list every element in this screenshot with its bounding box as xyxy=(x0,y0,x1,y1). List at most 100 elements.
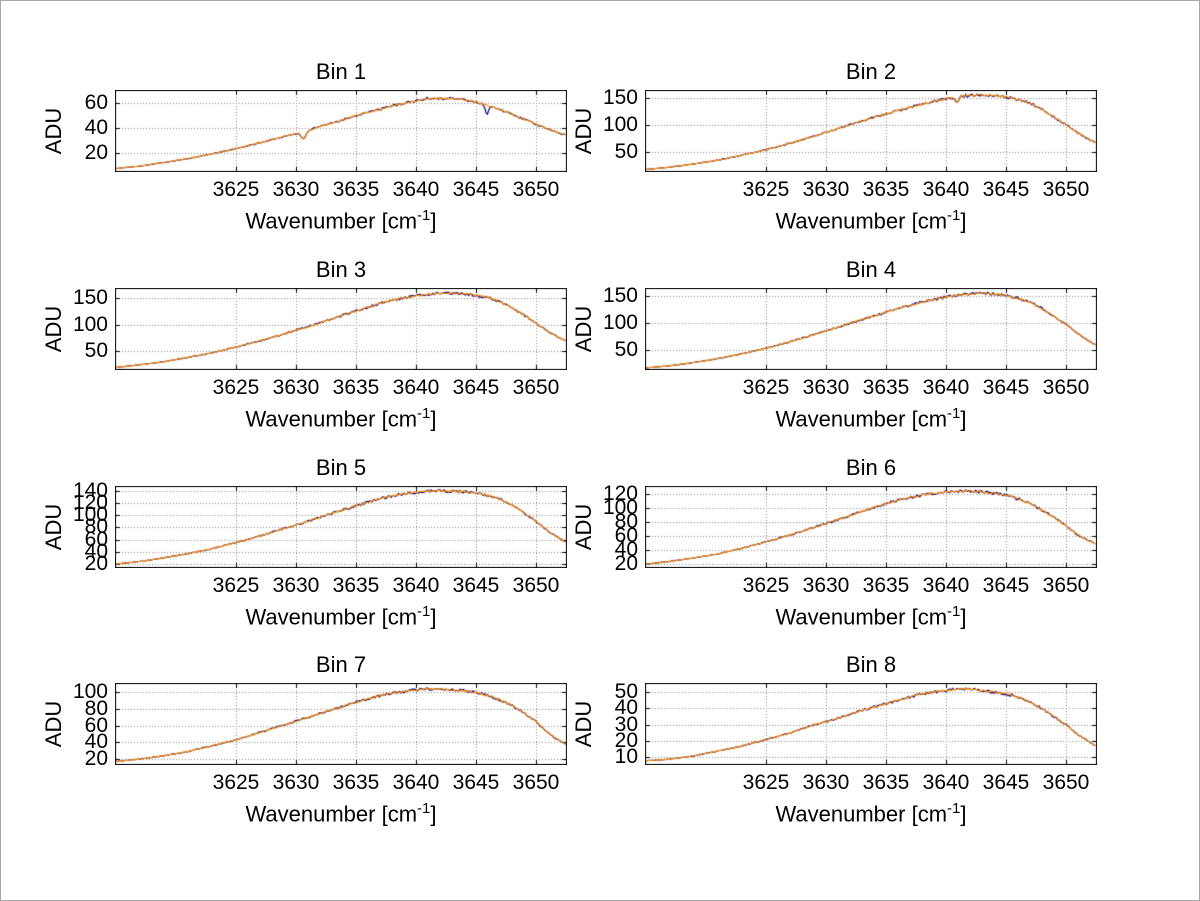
x-axis-label: Wavenumber [cm-1] xyxy=(116,599,566,630)
plot-canvas xyxy=(645,90,1097,172)
y-tick-label: 60 xyxy=(84,713,108,737)
x-tick-label: 3630 xyxy=(272,376,320,399)
x-tick-label: 3635 xyxy=(862,376,910,399)
x-axis-label-text: Wavenumber [cm xyxy=(245,208,418,234)
y-tick-label: 60 xyxy=(84,91,108,115)
plot-canvas xyxy=(645,486,1097,568)
plot-canvas xyxy=(115,486,567,568)
x-axis-label-suffix: ] xyxy=(960,604,967,630)
y-tick-label: 150 xyxy=(602,283,638,307)
x-tick-label: 3640 xyxy=(922,376,970,399)
y-tick-label: 140 xyxy=(72,478,108,502)
x-tick-label: 3640 xyxy=(392,574,440,597)
x-tick-label: 3630 xyxy=(802,178,850,201)
x-tick-label: 3640 xyxy=(392,771,440,794)
x-tick-label: 3650 xyxy=(1042,574,1090,597)
y-tick-label: 80 xyxy=(84,697,108,720)
y-tick-label: 20 xyxy=(614,729,638,753)
x-axis-label-superscript: -1 xyxy=(947,405,961,422)
x-axis-label-text: Wavenumber [cm xyxy=(245,801,418,827)
x-axis-label-superscript: -1 xyxy=(947,207,961,224)
y-tick-label: 40 xyxy=(84,115,108,139)
x-axis-label-superscript: -1 xyxy=(947,603,961,620)
x-tick-label: 3645 xyxy=(982,376,1030,399)
plot-canvas xyxy=(645,288,1097,370)
x-tick-label: 3650 xyxy=(512,574,560,597)
x-axis-label-text: Wavenumber [cm xyxy=(775,208,948,234)
x-tick-label: 3630 xyxy=(272,771,320,794)
y-tick-label: 40 xyxy=(614,537,638,561)
x-axis-label-text: Wavenumber [cm xyxy=(775,406,948,432)
x-tick-label: 3645 xyxy=(452,771,500,794)
x-tick-label: 3635 xyxy=(332,574,380,597)
x-axis-label-superscript: -1 xyxy=(417,405,431,422)
x-tick-label: 3640 xyxy=(922,574,970,597)
x-tick-label: 3630 xyxy=(802,771,850,794)
y-tick-label: 60 xyxy=(614,523,638,547)
plot-title: Bin 1 xyxy=(315,59,367,84)
x-axis-label-suffix: ] xyxy=(960,406,967,432)
x-axis-label-text: Wavenumber [cm xyxy=(775,604,948,630)
x-axis-label: Wavenumber [cm-1] xyxy=(646,203,1096,234)
x-tick-label: 3645 xyxy=(982,771,1030,794)
plot-title: Bin 7 xyxy=(315,652,367,677)
y-tick-label: 40 xyxy=(84,730,108,754)
x-tick-label: 3635 xyxy=(332,376,380,399)
x-tick-label: 3650 xyxy=(512,376,560,399)
y-tick-label: 10 xyxy=(614,745,638,769)
x-axis-label-text: Wavenumber [cm xyxy=(245,406,418,432)
x-tick-label: 3635 xyxy=(862,574,910,597)
x-tick-label: 3640 xyxy=(922,771,970,794)
x-axis-label-suffix: ] xyxy=(430,208,437,234)
y-tick-label: 100 xyxy=(602,112,638,136)
x-tick-label: 3640 xyxy=(392,178,440,201)
x-axis-label-suffix: ] xyxy=(960,801,967,827)
x-axis-label-suffix: ] xyxy=(430,406,437,432)
y-tick-label: 150 xyxy=(72,286,108,310)
y-tick-label: 80 xyxy=(614,509,638,533)
x-tick-label: 3635 xyxy=(332,178,380,201)
x-tick-label: 3645 xyxy=(982,574,1030,597)
y-tick-label: 30 xyxy=(614,712,638,736)
x-tick-label: 3625 xyxy=(742,376,790,399)
x-tick-label: 3645 xyxy=(982,178,1030,201)
x-axis-label-text: Wavenumber [cm xyxy=(245,604,418,630)
plot-title: Bin 2 xyxy=(845,59,897,84)
x-tick-label: 3640 xyxy=(922,178,970,201)
y-tick-label: 20 xyxy=(84,551,108,575)
y-tick-label: 120 xyxy=(602,481,638,505)
plot-title: Bin 5 xyxy=(315,455,367,480)
y-tick-label: 50 xyxy=(614,680,638,704)
x-tick-label: 3650 xyxy=(1042,771,1090,794)
y-tick-label: 120 xyxy=(72,490,108,514)
x-tick-label: 3650 xyxy=(512,771,560,794)
y-tick-label: 20 xyxy=(84,747,108,770)
x-axis-label-superscript: -1 xyxy=(417,207,431,224)
x-axis-label-superscript: -1 xyxy=(947,800,961,817)
x-tick-label: 3625 xyxy=(742,574,790,597)
y-tick-label: 60 xyxy=(84,527,108,551)
x-axis-label-suffix: ] xyxy=(430,604,437,630)
x-tick-label: 3630 xyxy=(272,178,320,201)
x-tick-label: 3635 xyxy=(862,178,910,201)
x-axis-label-suffix: ] xyxy=(430,801,437,827)
x-axis-label: Wavenumber [cm-1] xyxy=(646,796,1096,827)
y-tick-label: 50 xyxy=(84,338,108,362)
x-axis-label: Wavenumber [cm-1] xyxy=(116,796,566,827)
plot-canvas xyxy=(115,90,567,172)
x-axis-label: Wavenumber [cm-1] xyxy=(646,599,1096,630)
x-axis-label-superscript: -1 xyxy=(417,603,431,620)
x-tick-label: 3645 xyxy=(452,574,500,597)
x-tick-label: 3630 xyxy=(272,574,320,597)
x-axis-label-suffix: ] xyxy=(960,208,967,234)
plot-title: Bin 3 xyxy=(315,257,367,282)
y-tick-label: 20 xyxy=(84,140,108,164)
x-tick-label: 3630 xyxy=(802,376,850,399)
x-axis-label: Wavenumber [cm-1] xyxy=(116,203,566,234)
plot-title: Bin 4 xyxy=(845,257,897,282)
x-tick-label: 3635 xyxy=(862,771,910,794)
y-tick-label: 100 xyxy=(602,495,638,519)
y-tick-label: 100 xyxy=(72,312,108,336)
x-tick-label: 3630 xyxy=(802,574,850,597)
